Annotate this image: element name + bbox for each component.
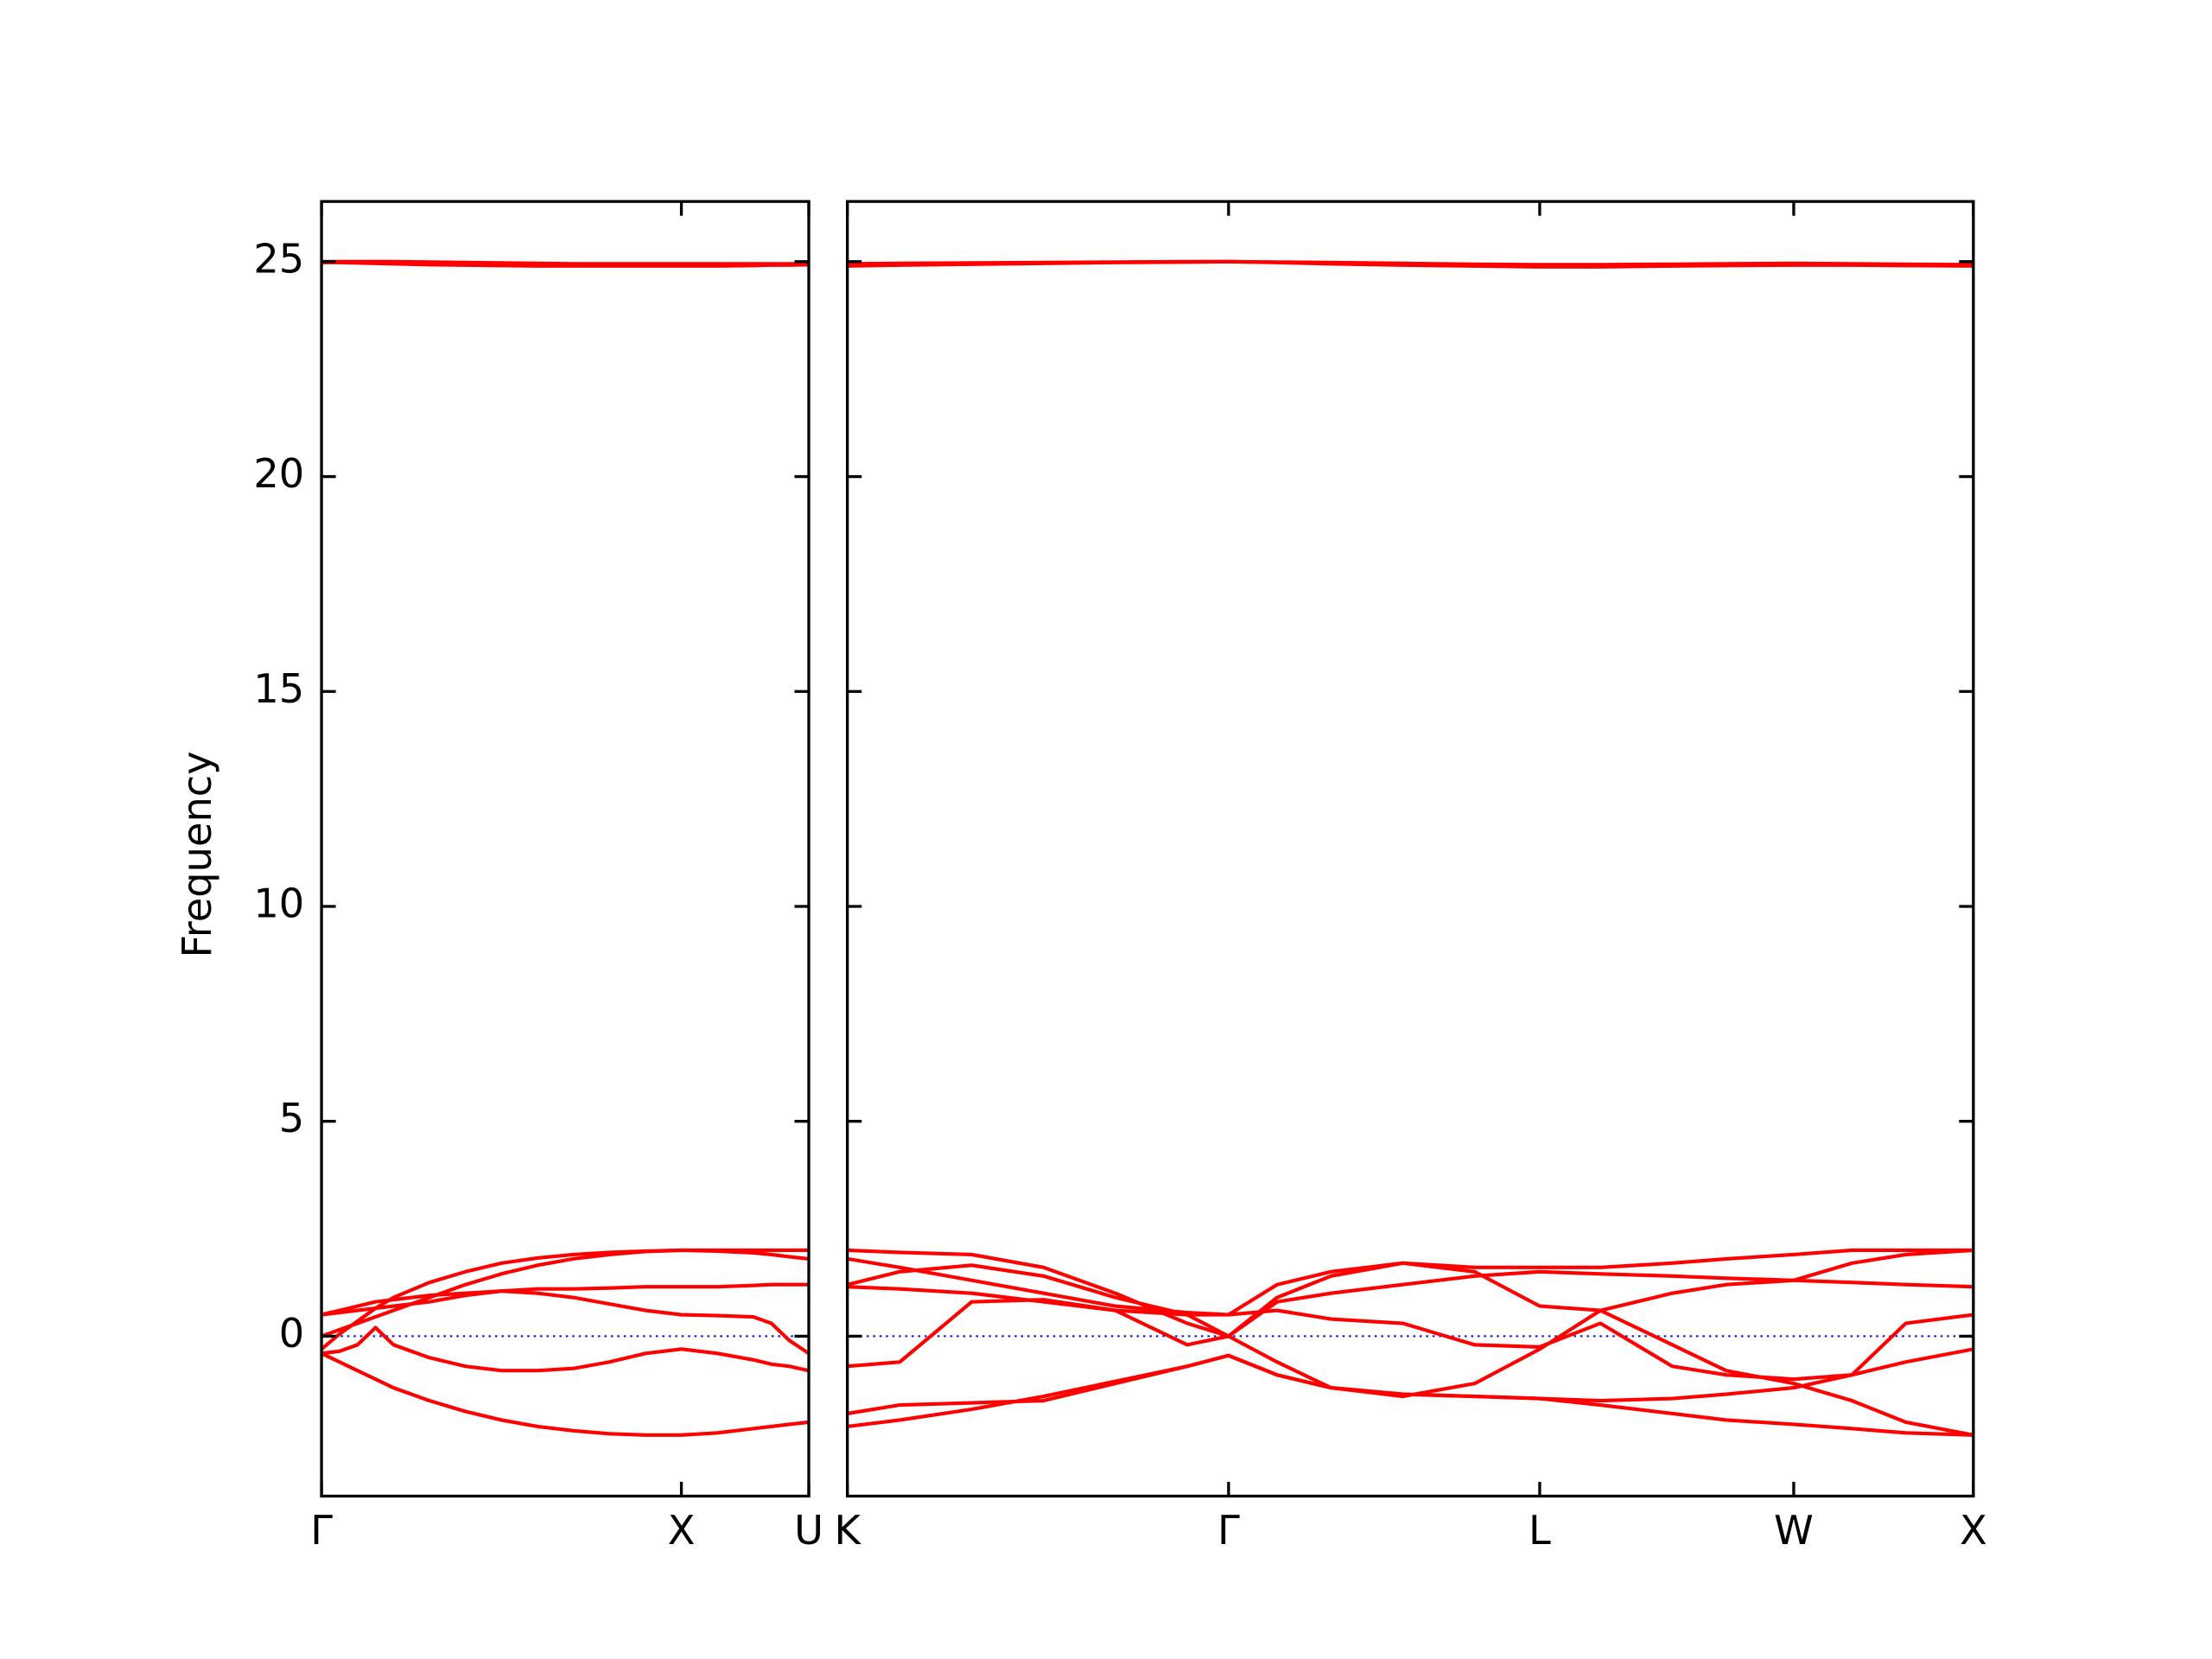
x-tick-label: K xyxy=(834,1507,861,1554)
y-tick-label: 10 xyxy=(253,880,304,926)
band-line xyxy=(847,1248,1974,1437)
band-line xyxy=(847,1263,1974,1338)
band-line xyxy=(321,1248,810,1338)
x-tick-label: Γ xyxy=(1217,1507,1240,1554)
x-tick-label: X xyxy=(668,1507,696,1554)
y-tick-label: 5 xyxy=(279,1095,304,1141)
band-line xyxy=(320,1248,810,1351)
plot-frame xyxy=(846,200,1975,1498)
y-tick-label: 25 xyxy=(253,235,304,282)
x-tick-label: Γ xyxy=(310,1507,333,1554)
band-line xyxy=(847,259,1974,269)
x-tick-label: L xyxy=(1529,1507,1551,1554)
band-line xyxy=(321,1289,810,1356)
band-line xyxy=(321,1325,810,1373)
x-tick-label: W xyxy=(1774,1507,1814,1554)
band-line xyxy=(321,260,810,268)
band-line xyxy=(321,1351,810,1437)
y-tick-label: 15 xyxy=(253,665,304,712)
y-tick-label: 20 xyxy=(253,450,304,497)
band-line xyxy=(847,1285,1974,1382)
plot-frame xyxy=(320,200,810,1498)
y-axis-label: Frequency xyxy=(174,751,220,957)
y-tick-label: 0 xyxy=(279,1310,304,1357)
x-tick-label: U xyxy=(794,1507,823,1554)
band-line xyxy=(847,1347,1974,1416)
x-tick-label: X xyxy=(1960,1507,1987,1554)
